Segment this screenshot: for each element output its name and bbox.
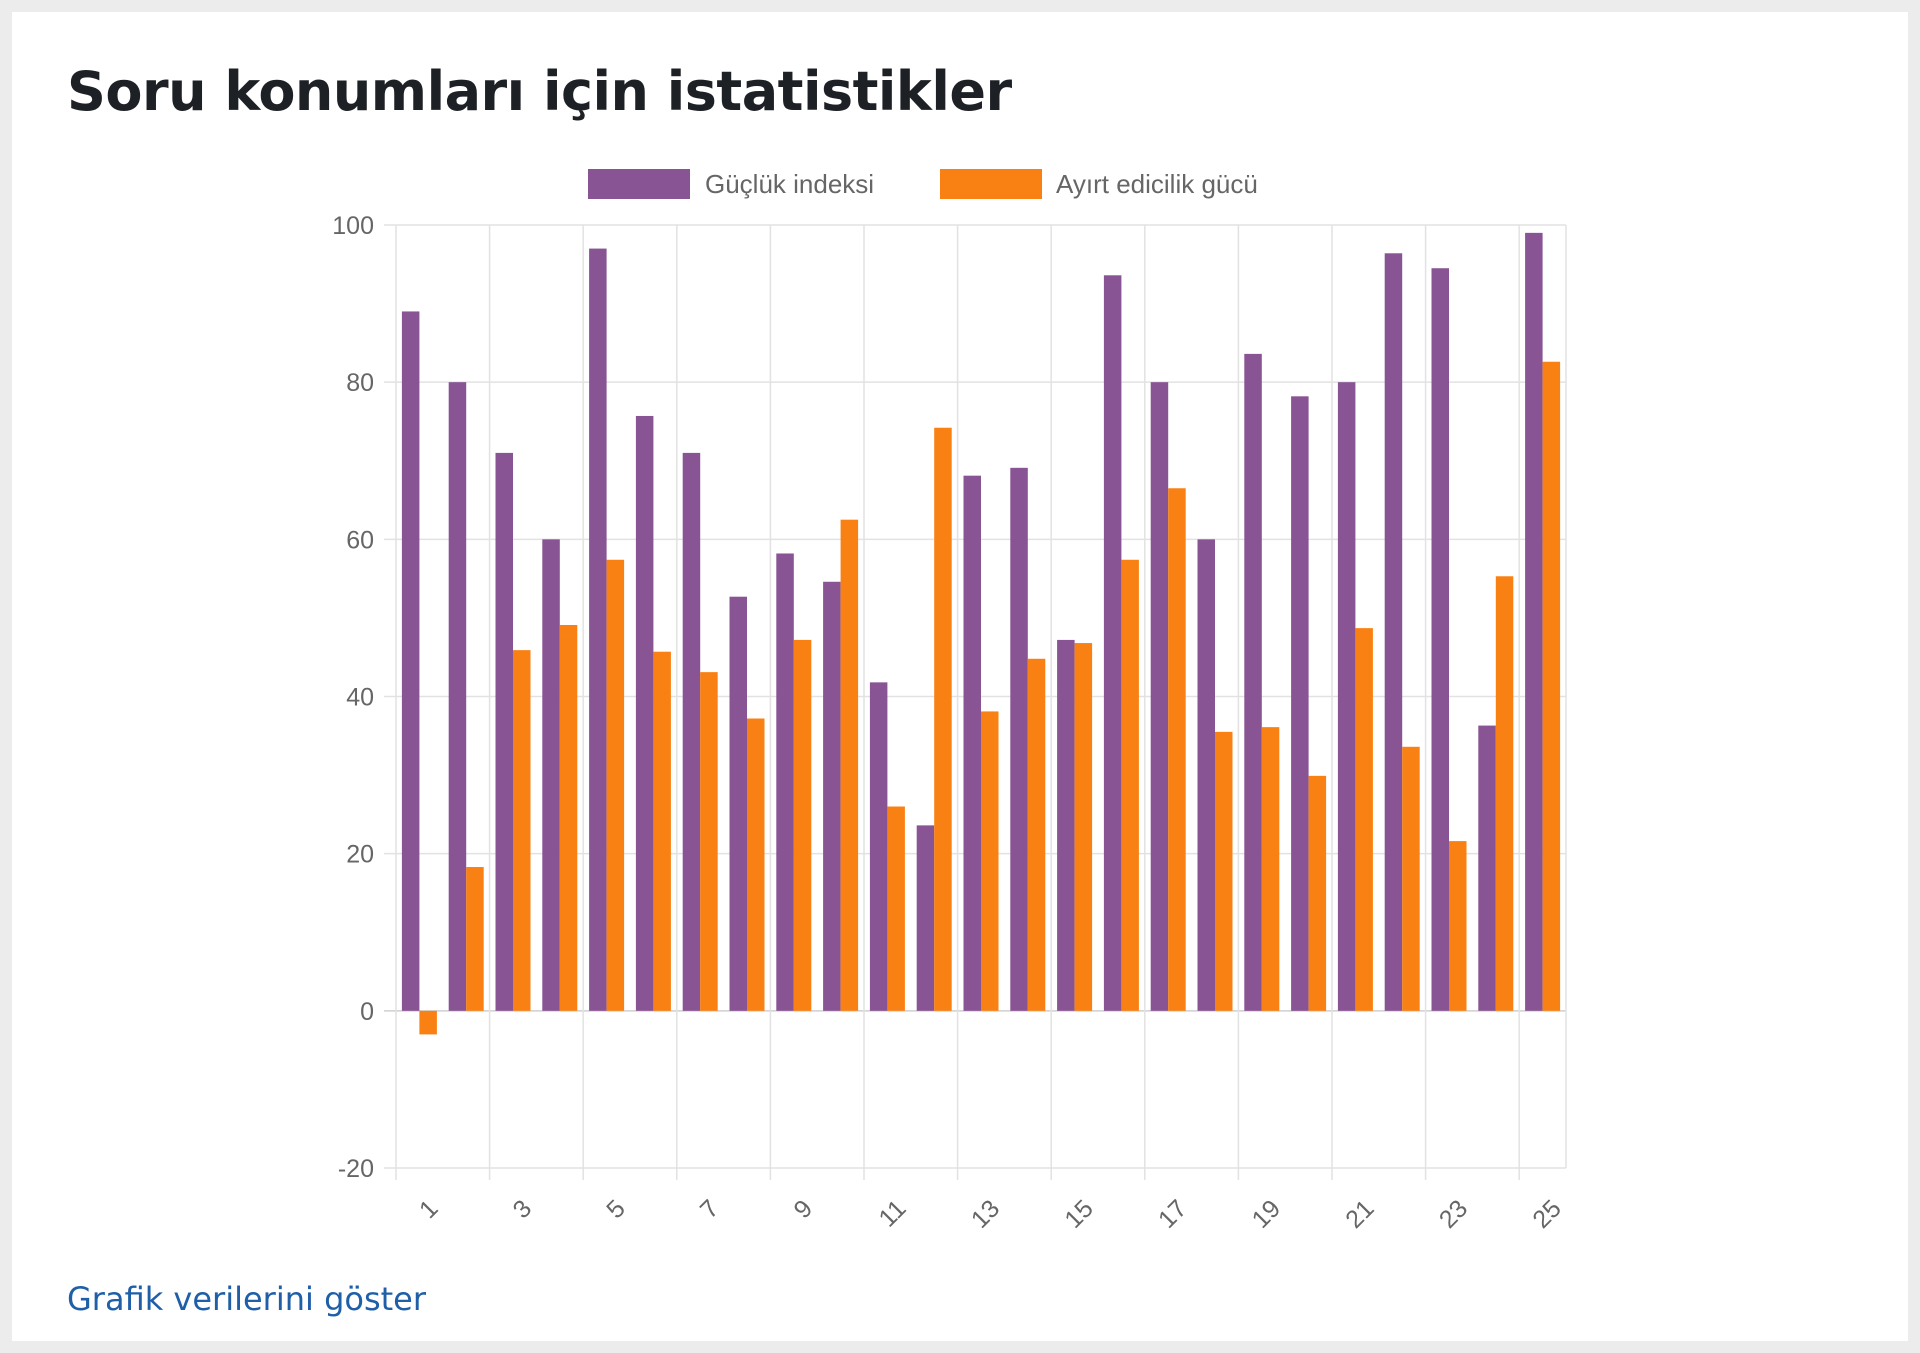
- x-tick-label: 21: [1340, 1194, 1379, 1233]
- bar-discrimination-24: [1495, 576, 1514, 1011]
- x-tick-label: 15: [1059, 1194, 1098, 1233]
- bar-difficulty-6: [635, 415, 654, 1011]
- x-tick-label: 19: [1247, 1194, 1286, 1233]
- show-chart-data-link[interactable]: Grafik verilerini göster: [67, 1280, 427, 1318]
- legend-swatch-difficulty: [588, 169, 690, 199]
- bar-discrimination-13: [981, 711, 999, 1011]
- bar-discrimination-1: [419, 1010, 437, 1035]
- y-tick-label: 80: [346, 369, 374, 397]
- bar-discrimination-22: [1402, 746, 1420, 1011]
- bar-difficulty-24: [1478, 725, 1496, 1011]
- x-tick-label: 1: [414, 1194, 444, 1224]
- bar-discrimination-17: [1168, 488, 1186, 1011]
- y-tick-label: 40: [346, 684, 374, 712]
- bar-discrimination-8: [747, 718, 765, 1011]
- bar-difficulty-9: [776, 553, 794, 1011]
- bar-difficulty-12: [916, 825, 935, 1011]
- bar-difficulty-21: [1337, 382, 1356, 1011]
- bar-difficulty-11: [869, 682, 888, 1011]
- bar-difficulty-8: [729, 596, 747, 1011]
- x-tick-label: 5: [601, 1194, 631, 1224]
- bar-discrimination-7: [700, 672, 718, 1011]
- bar-discrimination-9: [793, 639, 812, 1011]
- bar-discrimination-3: [513, 650, 531, 1011]
- bar-discrimination-6: [653, 651, 671, 1011]
- y-tick-label: 60: [346, 526, 374, 554]
- x-tick-label: 23: [1434, 1194, 1473, 1233]
- bar-difficulty-16: [1103, 275, 1122, 1011]
- legend-swatch-discrimination: [940, 169, 1042, 199]
- x-tick-label: 7: [695, 1194, 725, 1224]
- y-tick-label: 20: [346, 841, 374, 869]
- bar-difficulty-3: [495, 452, 513, 1011]
- bar-difficulty-22: [1384, 253, 1403, 1011]
- bar-discrimination-5: [606, 559, 625, 1011]
- bar-difficulty-15: [1057, 639, 1075, 1011]
- bar-discrimination-2: [466, 867, 484, 1011]
- bar-difficulty-18: [1197, 539, 1215, 1011]
- bar-difficulty-5: [589, 248, 607, 1011]
- page-title: Soru konumları için istatistikler: [67, 60, 1012, 123]
- bar-difficulty-10: [823, 581, 841, 1011]
- bar-discrimination-11: [887, 806, 905, 1011]
- bar-difficulty-20: [1291, 396, 1309, 1011]
- bar-discrimination-23: [1449, 841, 1467, 1011]
- bar-difficulty-13: [963, 475, 981, 1011]
- bar-difficulty-14: [1010, 467, 1028, 1011]
- y-tick-label: 0: [360, 998, 374, 1026]
- x-tick-label: 3: [508, 1194, 538, 1224]
- chart-bars: [401, 232, 1561, 1035]
- y-tick-label: 100: [332, 212, 374, 240]
- bar-discrimination-10: [840, 519, 859, 1011]
- bar-discrimination-19: [1261, 727, 1280, 1011]
- bar-discrimination-20: [1308, 775, 1327, 1011]
- bar-difficulty-25: [1525, 232, 1543, 1011]
- bar-discrimination-18: [1215, 731, 1233, 1011]
- bar-discrimination-16: [1121, 559, 1139, 1011]
- x-tick-label: 9: [788, 1194, 818, 1224]
- bar-difficulty-17: [1150, 382, 1169, 1011]
- bar-discrimination-14: [1027, 658, 1046, 1011]
- bar-difficulty-2: [448, 382, 467, 1011]
- bar-discrimination-25: [1542, 361, 1561, 1011]
- bar-difficulty-4: [542, 539, 560, 1011]
- bar-difficulty-19: [1244, 353, 1262, 1011]
- x-tick-label: 13: [966, 1194, 1005, 1233]
- legend-label-difficulty: Güçlük indeksi: [705, 169, 874, 199]
- chart-legend[interactable]: Güçlük indeksi Ayırt edicilik gücü: [588, 169, 1258, 199]
- statistics-panel: Soru konumları için istatistikler -20 0 20…: [12, 12, 1908, 1341]
- bar-discrimination-12: [934, 427, 952, 1011]
- bar-difficulty-23: [1431, 268, 1449, 1011]
- y-tick-label: -20: [338, 1155, 374, 1183]
- bar-discrimination-15: [1074, 643, 1093, 1011]
- legend-label-discrimination: Ayırt edicilik gücü: [1056, 169, 1258, 199]
- x-tick-label: 25: [1527, 1194, 1566, 1233]
- bar-difficulty-7: [682, 452, 701, 1011]
- bar-discrimination-21: [1355, 628, 1373, 1011]
- chart-grid: [384, 224, 1567, 1180]
- bar-discrimination-4: [559, 624, 578, 1011]
- x-tick-label: 11: [873, 1194, 911, 1232]
- bar-difficulty-1: [401, 311, 420, 1011]
- x-tick-label: 17: [1153, 1194, 1192, 1233]
